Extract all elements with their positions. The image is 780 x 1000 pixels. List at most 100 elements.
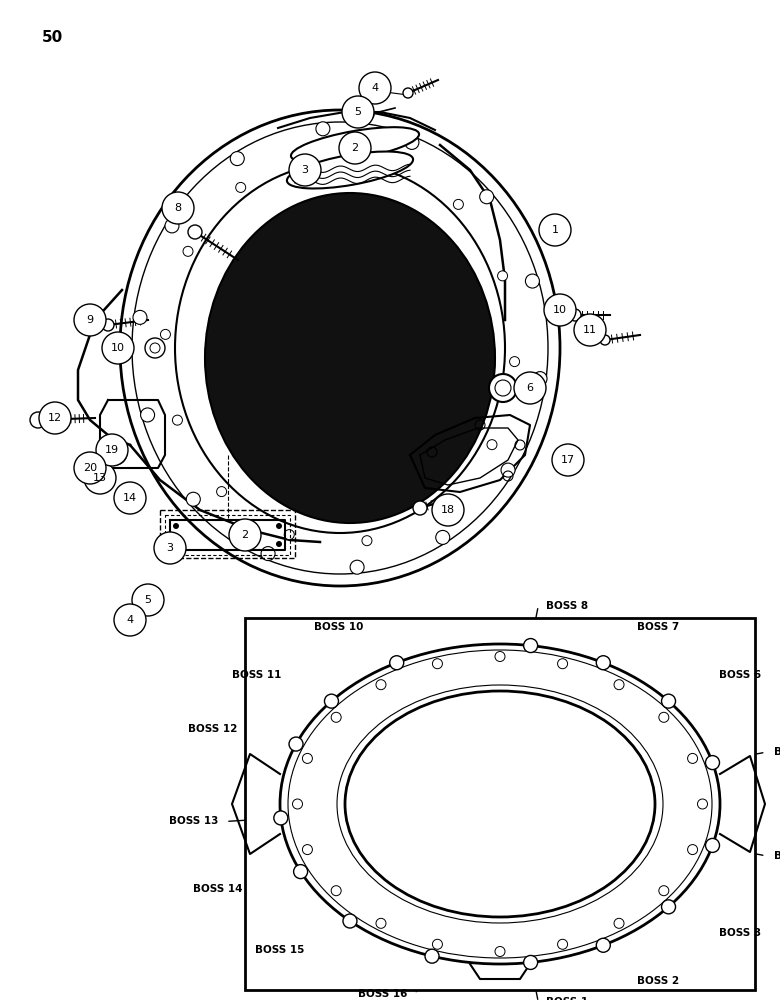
Text: 20: 20: [83, 463, 97, 473]
Circle shape: [39, 402, 71, 434]
Text: 8: 8: [175, 203, 182, 213]
Circle shape: [661, 900, 675, 914]
Text: BOSS 8: BOSS 8: [546, 601, 588, 611]
Circle shape: [596, 938, 610, 952]
Circle shape: [569, 309, 581, 321]
Text: 4: 4: [126, 615, 133, 625]
Circle shape: [489, 374, 517, 402]
Text: 6: 6: [526, 383, 534, 393]
Circle shape: [102, 319, 114, 331]
Text: 10: 10: [111, 343, 125, 353]
Text: 2: 2: [242, 530, 249, 540]
Text: 13: 13: [93, 473, 107, 483]
Text: BOSS 14: BOSS 14: [193, 884, 243, 894]
Circle shape: [145, 338, 165, 358]
Text: BOSS 13: BOSS 13: [168, 816, 218, 826]
Circle shape: [614, 680, 624, 690]
Circle shape: [303, 753, 313, 763]
Circle shape: [161, 329, 170, 339]
Text: BOSS 6: BOSS 6: [718, 670, 760, 680]
Circle shape: [173, 523, 179, 529]
Circle shape: [501, 463, 515, 477]
Circle shape: [292, 799, 303, 809]
Circle shape: [165, 219, 179, 233]
Circle shape: [523, 955, 537, 969]
Circle shape: [659, 886, 668, 896]
Circle shape: [303, 845, 313, 855]
Circle shape: [425, 949, 439, 963]
Text: BOSS 11: BOSS 11: [232, 670, 282, 680]
Circle shape: [332, 886, 341, 896]
Circle shape: [436, 530, 450, 544]
Text: BOSS 2: BOSS 2: [637, 976, 679, 986]
Text: BOSS 5: BOSS 5: [774, 747, 780, 757]
Circle shape: [114, 482, 146, 514]
Circle shape: [413, 501, 427, 515]
Circle shape: [574, 314, 606, 346]
Circle shape: [188, 225, 202, 239]
Circle shape: [276, 523, 282, 529]
Text: 3: 3: [166, 543, 173, 553]
Circle shape: [217, 487, 227, 497]
Circle shape: [289, 737, 303, 751]
Text: BOSS 3: BOSS 3: [718, 928, 760, 938]
Circle shape: [289, 154, 321, 186]
Circle shape: [308, 150, 318, 160]
Circle shape: [558, 659, 568, 669]
Circle shape: [705, 756, 719, 770]
Circle shape: [140, 408, 154, 422]
Circle shape: [544, 294, 576, 326]
Circle shape: [558, 939, 568, 949]
Circle shape: [432, 939, 442, 949]
Circle shape: [84, 462, 116, 494]
Circle shape: [229, 519, 261, 551]
Circle shape: [103, 441, 127, 465]
Circle shape: [30, 412, 46, 428]
Circle shape: [324, 694, 339, 708]
Text: 2: 2: [352, 143, 359, 153]
Circle shape: [162, 192, 194, 224]
Ellipse shape: [205, 193, 495, 523]
Text: 19: 19: [105, 445, 119, 455]
Circle shape: [688, 753, 697, 763]
Circle shape: [154, 532, 186, 564]
Circle shape: [376, 680, 386, 690]
Circle shape: [523, 639, 537, 653]
Text: 18: 18: [441, 505, 455, 515]
Circle shape: [434, 504, 445, 514]
Circle shape: [390, 656, 404, 670]
Ellipse shape: [291, 127, 419, 163]
Circle shape: [600, 335, 610, 345]
Circle shape: [230, 152, 244, 166]
Circle shape: [432, 494, 464, 526]
Circle shape: [284, 530, 294, 540]
Text: BOSS 12: BOSS 12: [188, 724, 237, 734]
Circle shape: [84, 457, 106, 479]
Text: BOSS 16: BOSS 16: [358, 989, 407, 999]
Text: BOSS 4: BOSS 4: [774, 851, 780, 861]
Text: 17: 17: [561, 455, 575, 465]
Polygon shape: [245, 618, 755, 990]
Circle shape: [614, 918, 624, 928]
Circle shape: [514, 372, 546, 404]
Text: BOSS 10: BOSS 10: [314, 622, 363, 632]
Circle shape: [173, 541, 179, 547]
Text: 3: 3: [302, 165, 309, 175]
Circle shape: [343, 914, 357, 928]
Circle shape: [376, 918, 386, 928]
Circle shape: [359, 72, 391, 104]
Text: 10: 10: [553, 305, 567, 315]
Circle shape: [487, 440, 497, 450]
Circle shape: [186, 492, 200, 506]
Circle shape: [539, 214, 571, 246]
Circle shape: [74, 304, 106, 336]
Text: 4: 4: [371, 83, 378, 93]
Circle shape: [342, 96, 374, 128]
Circle shape: [552, 444, 584, 476]
Circle shape: [366, 111, 374, 119]
Circle shape: [526, 274, 540, 288]
Text: 5: 5: [144, 595, 151, 605]
Circle shape: [495, 946, 505, 956]
Circle shape: [183, 246, 193, 256]
Circle shape: [405, 135, 419, 149]
